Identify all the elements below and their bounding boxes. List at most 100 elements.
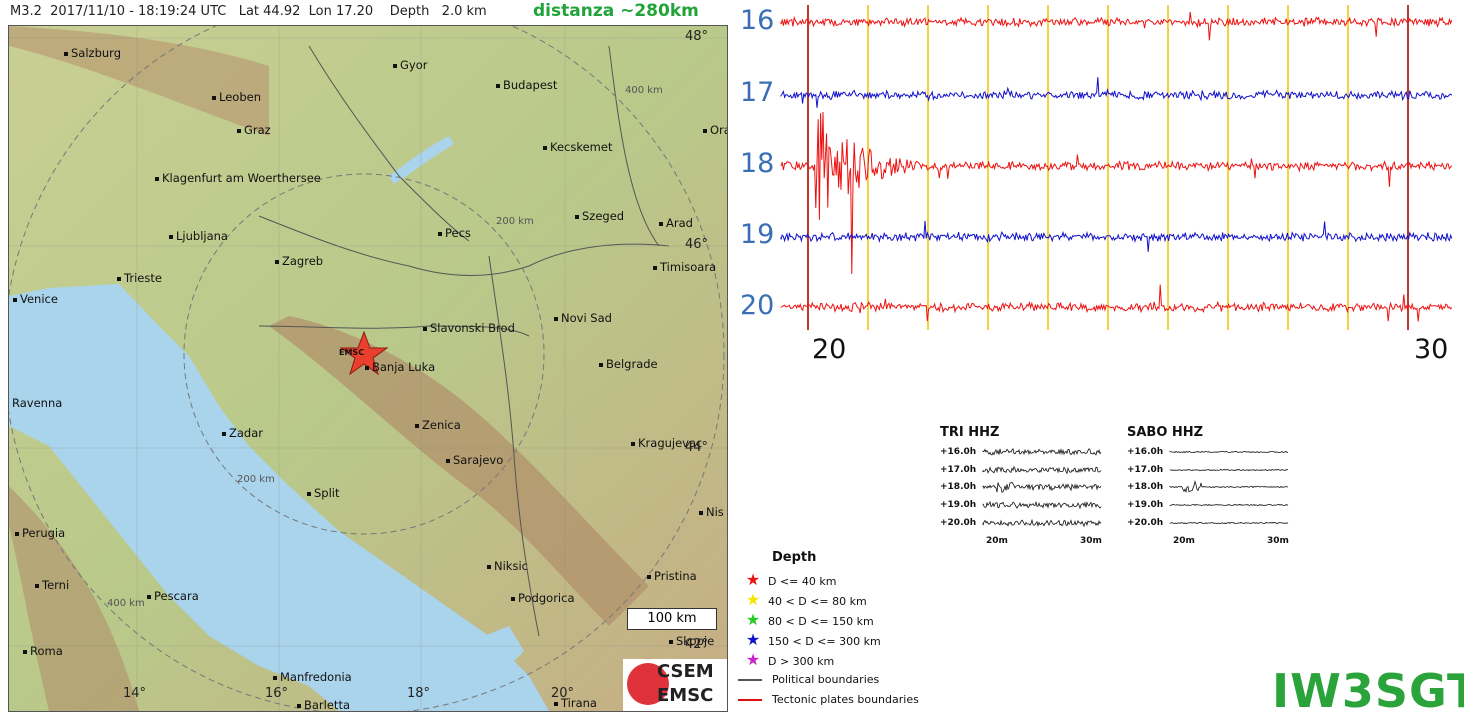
mini-trace (1169, 479, 1289, 494)
city-label: Budapest (496, 78, 557, 92)
seismic-trace (780, 284, 1453, 322)
distance-label: distanza ~280km (533, 1, 699, 21)
mini-row-label: +20.0h (1127, 518, 1164, 528)
legend-item: ★ 40 < D <= 80 km (738, 590, 867, 609)
mini-row-label: +16.0h (1127, 447, 1164, 457)
mini-row-label: +19.0h (1127, 500, 1164, 510)
mini-trace (1169, 503, 1289, 507)
city-label: Nis (699, 505, 724, 519)
city-label: Sarajevo (446, 453, 503, 467)
mini-x-label: 30m (1267, 536, 1289, 546)
mini-row-label: +18.0h (1127, 482, 1164, 492)
city-label: Manfredonia (273, 670, 352, 684)
lon-label: 20° (551, 686, 575, 701)
ring-label: 400 km (625, 85, 663, 96)
star-icon: ★ (745, 570, 761, 589)
city-label: Salzburg (64, 46, 121, 60)
city-label: Banja Luka (365, 360, 435, 374)
seismic-trace (780, 11, 1453, 41)
city-label: Gyor (393, 58, 427, 72)
star-icon: ★ (745, 630, 761, 649)
legend-line-item: Political boundaries (738, 673, 879, 686)
star-icon: ★ (745, 610, 761, 629)
city-label: Pristina (647, 569, 697, 583)
city-label: Slavonski Brod (423, 321, 515, 335)
lat-label: 42° (685, 637, 709, 652)
mini-trace (982, 500, 1102, 510)
mini-plot-title: SABO HHZ (1127, 425, 1204, 440)
city-label: Perugia (15, 526, 65, 540)
city-label: Pecs (438, 226, 471, 240)
hour-label: 18 (740, 148, 775, 179)
legend-item: ★ D > 300 km (738, 650, 834, 669)
city-label: Split (307, 486, 340, 500)
city-label: Trieste (117, 271, 162, 285)
mini-trace (982, 465, 1102, 475)
legend-item: ★ 80 < D <= 150 km (738, 610, 874, 629)
hour-label: 16 (740, 5, 775, 36)
mini-row-label: +19.0h (940, 500, 977, 510)
mini-plot-tri: TRI HHZ +16.0h +17.0h +18.0h +19.0h +20.… (940, 425, 1110, 550)
city-label: Roma (23, 644, 63, 658)
mini-trace (1169, 521, 1289, 525)
seismic-trace (780, 77, 1453, 108)
minute-label: 20 (812, 334, 847, 365)
city-label: Ljubljana (169, 229, 228, 243)
city-label: Skopje (669, 634, 714, 648)
mini-trace (982, 518, 1102, 528)
city-label: Leoben (212, 90, 261, 104)
event-info: M3.2 2017/11/10 - 18:19:24 UTC Lat 44.92… (10, 4, 487, 19)
legend-item: ★ 150 < D <= 300 km (738, 630, 881, 649)
mini-row-label: +18.0h (940, 482, 977, 492)
seismogram-traces (780, 5, 1453, 330)
city-label: Niksic (487, 559, 528, 573)
legend-line-item: Tectonic plates boundaries (738, 693, 919, 706)
city-label: Szeged (575, 209, 624, 223)
legend-title: Depth (772, 550, 817, 565)
city-label: Arad (659, 216, 693, 230)
ring-label: 400 km (107, 598, 145, 609)
city-label: Novi Sad (554, 311, 612, 325)
city-label: Venice (13, 292, 58, 306)
lat-label: 46° (685, 237, 709, 252)
hour-label: 17 (740, 77, 775, 108)
city-label: Zenica (415, 418, 461, 432)
seismic-trace (780, 111, 1453, 275)
mini-trace (982, 447, 1102, 456)
city-label: Belgrade (599, 357, 658, 371)
star-icon: ★ (745, 650, 761, 669)
city-label: Terni (35, 578, 69, 592)
city-label: Ravenna (9, 396, 62, 410)
city-label: Zagreb (275, 254, 323, 268)
minute-label: 30 (1414, 334, 1449, 365)
city-label: Graz (237, 123, 271, 137)
ring-label: 200 km (496, 216, 534, 227)
station-callsign: IW3SGT (1272, 664, 1464, 718)
mini-x-label: 20m (986, 536, 1008, 546)
city-label: Barletta (297, 698, 350, 711)
city-label: Zadar (222, 426, 263, 440)
map-terrain (9, 26, 727, 711)
city-label: Podgorica (511, 591, 575, 605)
seismic-trace (780, 220, 1453, 252)
mini-row-label: +20.0h (940, 518, 977, 528)
lon-label: 16° (265, 686, 289, 701)
mini-row-label: +17.0h (940, 465, 977, 475)
city-label: Kragujevac (631, 436, 702, 450)
mini-trace (982, 481, 1102, 493)
csem-emsc-logo: CSEM EMSC (623, 659, 727, 711)
mini-plot-sabo: SABO HHZ +16.0h +17.0h +18.0h +19.0h +20… (1127, 425, 1297, 550)
lat-label: 44° (685, 440, 709, 455)
ring-label: 200 km (237, 474, 275, 485)
scale-bar: 100 km (627, 608, 717, 630)
lon-label: 14° (123, 686, 147, 701)
city-label: Tirana (554, 696, 597, 710)
city-label: Timisoara (653, 260, 716, 274)
event-header: M3.2 2017/11/10 - 18:19:24 UTC Lat 44.92… (0, 0, 730, 24)
hour-label: 19 (740, 219, 775, 250)
epicenter-star (339, 330, 389, 376)
lon-label: 18° (407, 686, 431, 701)
mini-trace (1169, 450, 1289, 454)
city-label: Pescara (147, 589, 199, 603)
mini-x-label: 20m (1173, 536, 1195, 546)
